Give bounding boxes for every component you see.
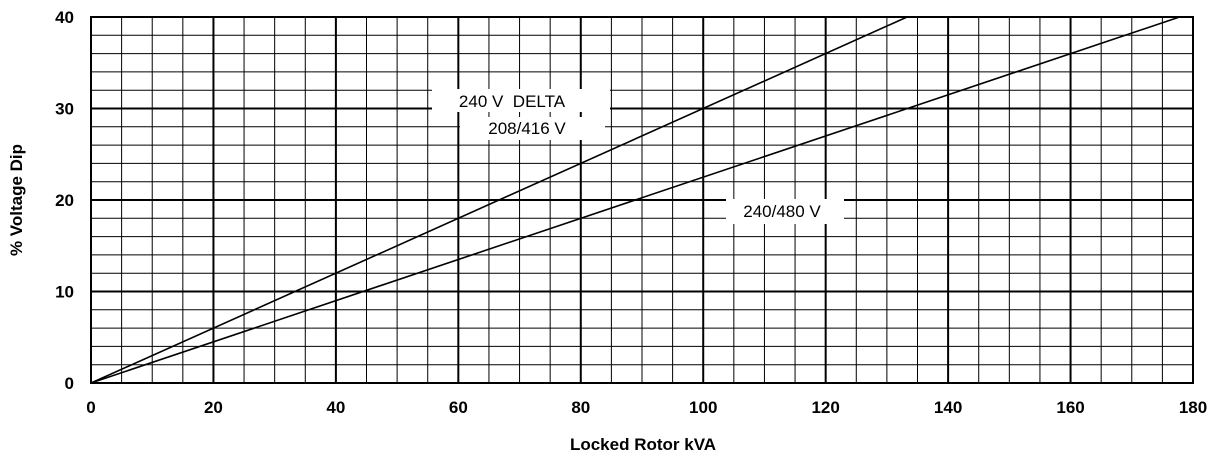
plot-frame bbox=[90, 16, 1194, 384]
x-tick-label: 100 bbox=[689, 398, 717, 417]
x-axis-title: Locked Rotor kVA bbox=[570, 435, 716, 454]
tick-labels: 0 20 40 60 80 100 120 140 160 180 0 10 20 30 40 bbox=[55, 8, 1207, 417]
x-tick-label: 60 bbox=[449, 398, 468, 417]
y-axis-title: % Voltage Dip bbox=[7, 144, 26, 256]
y-tick-label: 30 bbox=[55, 100, 74, 119]
label-bg-240-480 bbox=[726, 199, 844, 224]
x-tick-label: 40 bbox=[326, 398, 345, 417]
x-tick-label: 180 bbox=[1179, 398, 1207, 417]
x-tick-label: 120 bbox=[811, 398, 839, 417]
series-line-0 bbox=[90, 16, 908, 384]
y-tick-label: 40 bbox=[55, 8, 74, 27]
x-tick-label: 160 bbox=[1056, 398, 1084, 417]
label-bg-208-416 bbox=[460, 117, 605, 140]
series-label-240-480v: 240/480 V bbox=[743, 202, 821, 221]
y-tick-label: 10 bbox=[55, 283, 74, 302]
x-tick-label: 140 bbox=[934, 398, 962, 417]
series-label-208-416v: 208/416 V bbox=[488, 119, 566, 138]
x-tick-label: 80 bbox=[571, 398, 590, 417]
y-tick-label: 0 bbox=[65, 374, 74, 393]
series-label-240v-delta: 240 V DELTA bbox=[459, 92, 566, 111]
label-bg-delta bbox=[432, 89, 610, 112]
series-line-1 bbox=[90, 16, 1180, 384]
grid bbox=[90, 16, 1194, 384]
y-tick-label: 20 bbox=[55, 191, 74, 210]
series-layer bbox=[90, 16, 1180, 384]
x-tick-label: 0 bbox=[86, 398, 95, 417]
annotations: 240 V DELTA 208/416 V 240/480 V bbox=[432, 89, 844, 224]
x-tick-label: 20 bbox=[204, 398, 223, 417]
